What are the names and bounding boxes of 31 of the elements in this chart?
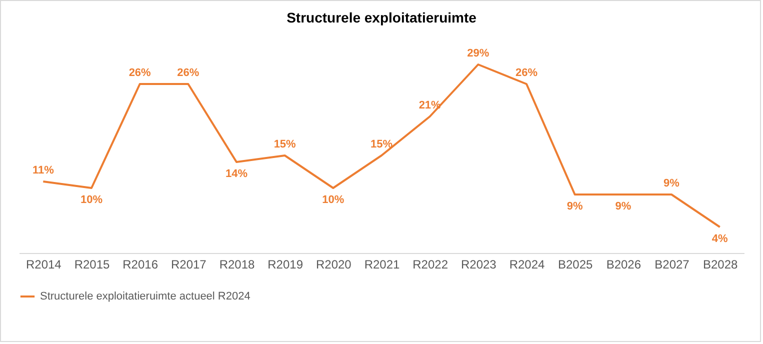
x-tick-label: R2024 <box>509 258 545 272</box>
x-tick-label: B2027 <box>654 258 690 272</box>
data-label: 9% <box>615 200 632 212</box>
x-tick-label: R2014 <box>26 258 62 272</box>
x-tick-label: R2019 <box>268 258 304 272</box>
x-tick-label: B2028 <box>702 258 738 272</box>
x-tick-label: B2025 <box>558 258 594 272</box>
x-tick-label: R2017 <box>170 258 207 272</box>
data-label: 26% <box>128 67 152 79</box>
x-tick-label: B2026 <box>606 258 642 272</box>
x-tick-label: R2023 <box>460 258 497 272</box>
data-label: 29% <box>467 48 490 60</box>
data-label: 15% <box>370 138 393 150</box>
data-label: 15% <box>274 138 296 150</box>
x-tick-label: R2021 <box>364 258 400 272</box>
x-tick-label: R2020 <box>316 258 352 272</box>
x-tick-label: R2015 <box>74 258 110 272</box>
chart-title: Structurele exploitatieruimte <box>286 10 477 26</box>
data-label: 10% <box>322 194 344 206</box>
legend-label: Structurele exploitatieruimte actueel R2024 <box>40 290 250 302</box>
data-label: 14% <box>225 168 248 180</box>
data-label: 11% <box>32 164 54 176</box>
data-label: 9% <box>566 200 583 212</box>
x-tick-label: R2022 <box>412 258 448 272</box>
data-label: 9% <box>664 178 680 190</box>
data-label: 10% <box>80 194 103 206</box>
data-label: 4% <box>712 233 728 245</box>
x-tick-label: R2018 <box>219 258 255 272</box>
data-label: 26% <box>515 67 538 79</box>
data-label: 26% <box>177 67 200 79</box>
x-tick-label: R2016 <box>122 258 158 272</box>
